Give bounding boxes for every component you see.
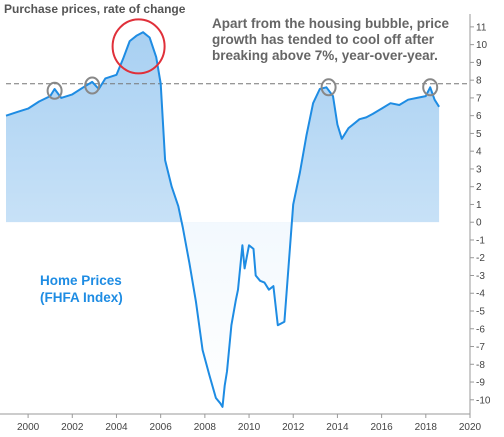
area-fill — [6, 32, 440, 407]
highlight-circle-4 — [320, 78, 337, 97]
y-tick-label: -5 — [476, 307, 485, 318]
highlight-circle-bubble — [111, 18, 166, 75]
x-tick-label: 2006 — [150, 422, 173, 433]
y-tick-label: 8 — [476, 76, 482, 87]
y-tick-label: -4 — [476, 289, 485, 300]
y-tick-label: -7 — [476, 342, 485, 353]
y-tick-label: 1 — [476, 200, 482, 211]
y-tick-label: -6 — [476, 324, 485, 335]
x-tick-label: 2000 — [17, 422, 40, 433]
x-tick-label: 2018 — [415, 422, 438, 433]
y-tick-label: -3 — [476, 271, 485, 282]
y-tick-label: -8 — [476, 360, 485, 371]
series-label: Home Prices (FHFA Index) — [40, 272, 160, 306]
x-tick-label: 2014 — [326, 422, 349, 433]
x-tick-label: 2010 — [238, 422, 261, 433]
series-line-group — [5, 31, 440, 408]
y-tick-label: 4 — [476, 147, 482, 158]
y-tick-label: -10 — [476, 395, 491, 406]
chart-annotation: Apart from the housing bubble, price gro… — [212, 16, 450, 63]
x-tick-label: 2004 — [105, 422, 128, 433]
y-tick-label: -2 — [476, 253, 485, 264]
x-tick-label: 2008 — [194, 422, 217, 433]
highlight-circle-2 — [84, 76, 101, 95]
x-tick-label: 2002 — [61, 422, 84, 433]
series-label-line-1: Home Prices — [40, 273, 122, 288]
area-positive — [6, 32, 440, 223]
y-tick-label: 3 — [476, 164, 482, 175]
highlight-circles — [46, 18, 439, 100]
y-tick-label: 2 — [476, 182, 482, 193]
highlight-circle-1 — [46, 81, 63, 100]
y-tick-label: 7 — [476, 93, 482, 104]
y-tick-label: 10 — [476, 40, 488, 51]
y-tick-label: -1 — [476, 235, 485, 246]
page-title: Purchase prices, rate of change — [4, 2, 186, 16]
y-tick-label: 9 — [476, 58, 482, 69]
x-tick-label: 2016 — [370, 422, 393, 433]
series-label-line-2: (FHFA Index) — [40, 290, 123, 305]
y-tick-label: 11 — [476, 22, 487, 33]
y-tick-label: 5 — [476, 129, 482, 140]
y-tick-label: -9 — [476, 378, 485, 389]
x-tick-label: 2020 — [459, 422, 482, 433]
y-tick-label: 0 — [476, 218, 482, 229]
x-tick-label: 2012 — [282, 422, 305, 433]
area-negative — [181, 222, 292, 407]
x-axis-ticks: 2000 2002 2004 2006 2008 2010 2012 2014 2016 2018… — [17, 414, 482, 433]
y-tick-label: 6 — [476, 111, 482, 122]
highlight-circle-5 — [422, 78, 439, 97]
